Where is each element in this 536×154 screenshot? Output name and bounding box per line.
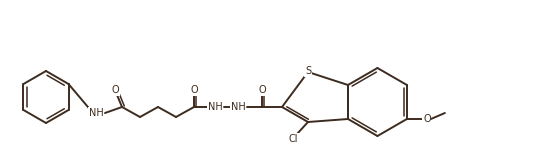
Text: NH: NH <box>230 102 245 112</box>
Text: NH: NH <box>88 108 103 118</box>
Text: O: O <box>423 114 431 124</box>
Text: O: O <box>190 85 198 95</box>
Text: O: O <box>258 85 266 95</box>
Text: Cl: Cl <box>288 134 298 144</box>
Text: S: S <box>305 66 311 76</box>
Text: NH: NH <box>207 102 222 112</box>
Text: O: O <box>111 85 119 95</box>
